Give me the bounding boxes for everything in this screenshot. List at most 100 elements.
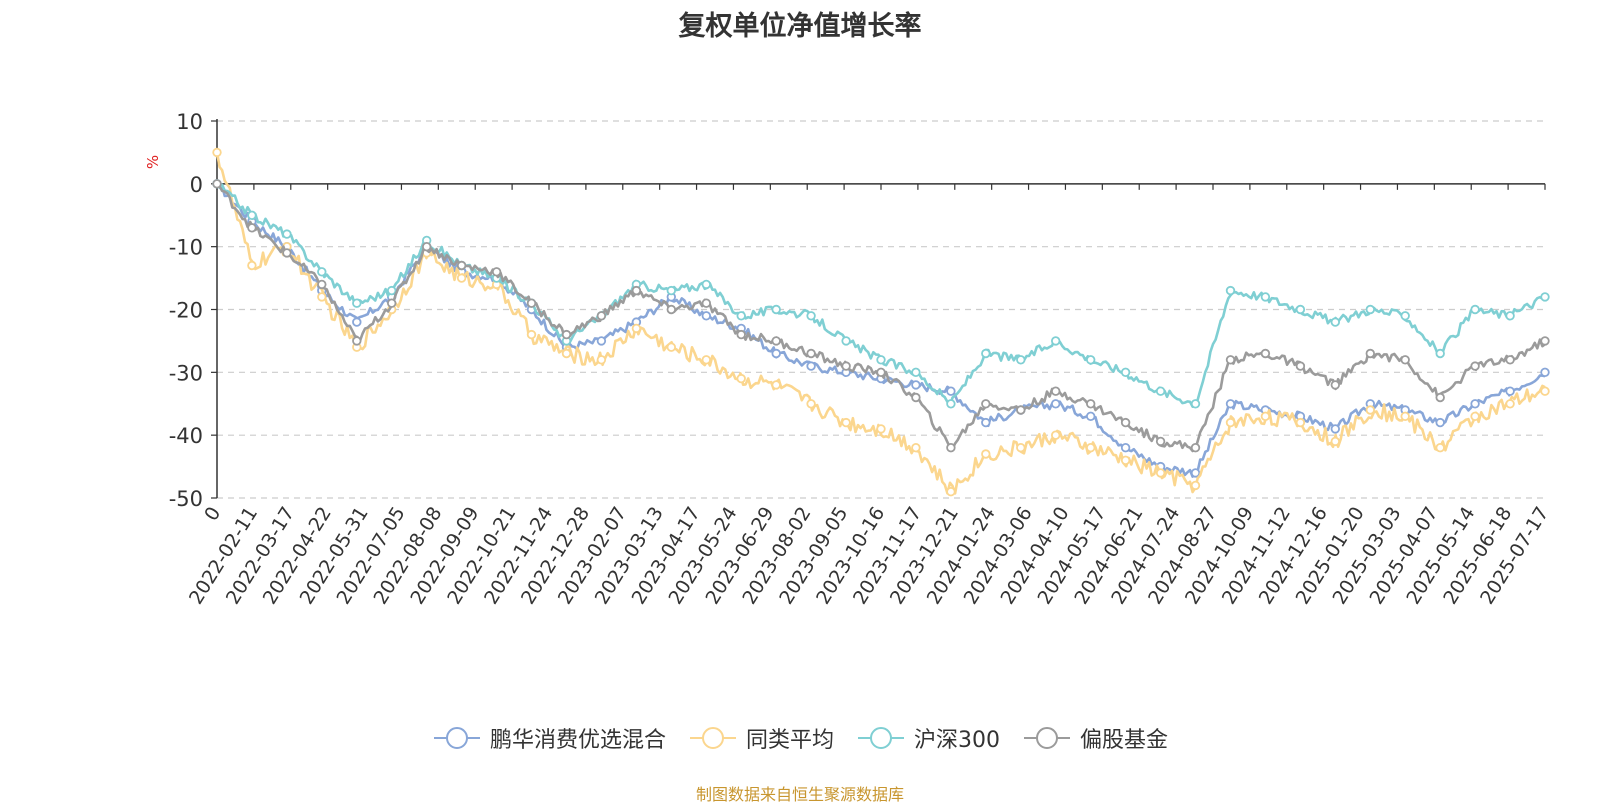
series-point [1260,292,1271,302]
series-point [1190,480,1201,491]
y-tick-label: -20 [169,299,203,323]
series-point [1085,355,1096,365]
legend-item[interactable]: 偏股基金 [1022,722,1168,754]
y-tick-label: 0 [190,173,203,197]
series-point [771,304,781,315]
series-point [1400,355,1410,365]
legend-label: 偏股基金 [1080,728,1169,753]
series-point [387,285,397,296]
series-point [981,449,991,459]
series-point [282,229,292,239]
legend-symbol [689,727,736,749]
y-tick-label: -10 [169,236,203,260]
series-point [561,329,572,340]
series-point [1505,311,1515,321]
series-point [352,336,362,346]
series-point [1295,361,1306,371]
series-point [1120,417,1131,428]
series-point [1155,468,1166,478]
series-point [1295,417,1306,428]
series-point [561,348,572,359]
series-point [456,260,467,271]
series-point [1470,361,1480,371]
series-point [946,443,956,453]
series-point [282,248,292,258]
series-point [1470,411,1480,421]
series-point [771,380,781,390]
legend-symbol [1024,727,1070,749]
series-point [841,336,851,346]
series-point [1435,443,1445,453]
series-point [1540,386,1550,396]
series-point [1085,411,1096,421]
series-point [1330,317,1340,327]
series-point [841,361,851,371]
series-point [1540,292,1550,302]
series-point [631,323,642,334]
series-point [1016,355,1026,365]
series-point [317,267,327,277]
series-point [212,147,222,158]
series-point [1330,424,1340,434]
series-point [806,311,816,321]
series-point [771,348,781,359]
series-point [1190,399,1201,409]
series-point [387,298,397,308]
series-point [1470,399,1480,409]
series-point [1400,311,1410,321]
series-point [876,367,886,377]
series-point [1435,417,1445,428]
series-point [596,355,607,365]
series-point [212,179,222,189]
series-point [1225,399,1236,409]
axis-layer: 100-10-20-30-40-5002022-02-112022-03-172… [169,110,1554,608]
grid-layer [217,120,1545,499]
series-point [806,348,816,359]
legend-item[interactable]: 鹏华消费优选混合 [432,722,666,754]
series-point [841,417,851,428]
legend-item[interactable]: 沪深300 [856,722,1000,754]
series-point [1016,443,1026,453]
legend-item[interactable]: 同类平均 [688,722,834,754]
series-point [736,311,746,321]
series-point [247,223,257,233]
series-point [526,329,537,340]
series-point [247,210,257,220]
series-point [1190,468,1201,478]
series-point [526,298,537,308]
series-point [1260,411,1271,421]
series-point [946,487,956,497]
legend-label: 鹏华消费优选混合 [489,728,666,753]
series-point [352,298,362,308]
series-point [1435,392,1445,403]
series-point [1330,380,1340,390]
series-point [1120,455,1131,465]
series-point [911,367,921,377]
legend-symbol [858,727,904,749]
series-point [1505,355,1515,365]
series-point [1050,399,1061,409]
series-point [1365,348,1375,359]
series-point [1225,417,1236,428]
series-point [247,260,257,271]
series-point [1365,405,1375,415]
series-point [876,355,886,365]
series-point [1155,386,1166,396]
series-point [1330,436,1340,447]
series-point [701,298,711,308]
series-point [1085,443,1096,453]
series-point [1155,436,1166,447]
series-point [317,279,327,290]
series-point [317,292,327,302]
series-point [1120,367,1131,377]
series-point [1225,285,1236,296]
series-point [946,386,956,396]
series-point [422,241,432,252]
series-point [911,443,921,453]
legend-label: 沪深300 [914,728,1000,753]
series-point [1400,411,1410,421]
line-chart-plot: 100-10-20-30-40-5002022-02-112022-03-172… [144,110,1554,608]
series-point [1470,304,1480,315]
series-point [911,392,921,403]
series-point [491,267,502,277]
